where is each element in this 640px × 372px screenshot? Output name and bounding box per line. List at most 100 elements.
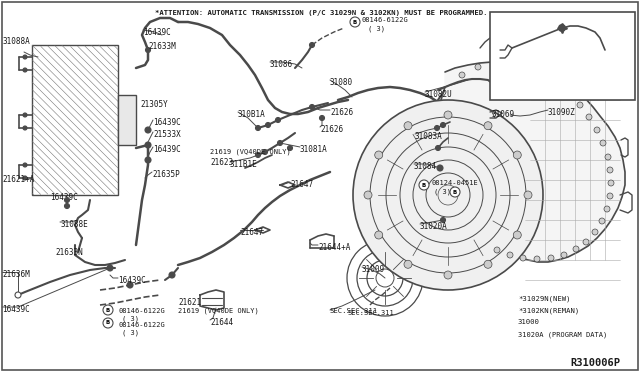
Text: 21635P: 21635P <box>152 170 180 179</box>
Text: 16439C: 16439C <box>50 193 77 202</box>
Circle shape <box>566 91 572 97</box>
Circle shape <box>310 42 314 48</box>
Text: 311B1E: 311B1E <box>230 160 258 169</box>
Text: ( 3): ( 3) <box>122 330 139 337</box>
Circle shape <box>459 72 465 78</box>
Text: 31086: 31086 <box>270 60 293 69</box>
Text: 31082U: 31082U <box>425 90 452 99</box>
Text: 21644+A: 21644+A <box>318 243 350 252</box>
Circle shape <box>376 269 394 287</box>
Circle shape <box>513 151 522 159</box>
Text: 310B1A: 310B1A <box>238 110 266 119</box>
Circle shape <box>353 100 543 290</box>
Circle shape <box>561 252 567 258</box>
Circle shape <box>484 260 492 268</box>
Circle shape <box>435 145 440 151</box>
Circle shape <box>548 255 554 261</box>
Circle shape <box>357 250 413 306</box>
Text: 16439C: 16439C <box>153 145 180 154</box>
Circle shape <box>608 180 614 186</box>
Text: B: B <box>422 183 426 187</box>
Circle shape <box>513 231 522 239</box>
Circle shape <box>435 125 440 131</box>
Circle shape <box>450 187 460 197</box>
Circle shape <box>374 231 383 239</box>
Circle shape <box>525 67 531 73</box>
Text: 31082E: 31082E <box>500 65 528 74</box>
Circle shape <box>577 102 583 108</box>
Polygon shape <box>430 62 625 262</box>
Circle shape <box>586 114 592 120</box>
Circle shape <box>599 218 605 224</box>
Circle shape <box>266 122 271 128</box>
Circle shape <box>23 163 27 167</box>
Text: 21619 (VQ40DE ONLY): 21619 (VQ40DE ONLY) <box>178 308 259 314</box>
Circle shape <box>169 272 175 278</box>
Circle shape <box>364 191 372 199</box>
Circle shape <box>262 150 268 154</box>
Text: B: B <box>106 308 110 312</box>
Circle shape <box>600 140 606 146</box>
Text: 08146-6122G: 08146-6122G <box>362 17 409 23</box>
Text: 31020A: 31020A <box>420 222 448 231</box>
Text: 31090Z: 31090Z <box>548 108 576 117</box>
Text: 08146-6122G: 08146-6122G <box>118 322 164 328</box>
Text: 31069: 31069 <box>492 110 515 119</box>
Circle shape <box>145 142 151 148</box>
Text: 16439C: 16439C <box>153 118 180 127</box>
Circle shape <box>127 282 133 288</box>
Circle shape <box>23 113 27 117</box>
Circle shape <box>23 55 27 59</box>
Text: 31020A (PROGRAM DATA): 31020A (PROGRAM DATA) <box>518 331 607 337</box>
Circle shape <box>278 141 282 145</box>
Text: 21644: 21644 <box>210 318 233 327</box>
Circle shape <box>494 247 500 253</box>
Text: R310006P: R310006P <box>570 358 620 368</box>
Circle shape <box>404 260 412 268</box>
Circle shape <box>103 305 113 315</box>
Text: B: B <box>106 321 110 326</box>
Text: ( 3): ( 3) <box>434 188 451 195</box>
Text: 16439C: 16439C <box>2 305 29 314</box>
Text: 16439C: 16439C <box>118 276 146 285</box>
Circle shape <box>23 68 27 72</box>
Circle shape <box>367 260 403 296</box>
Text: ( 3): ( 3) <box>122 316 139 323</box>
Circle shape <box>65 198 70 202</box>
Circle shape <box>573 246 579 252</box>
Circle shape <box>583 239 589 245</box>
Text: 08124-0451E: 08124-0451E <box>432 180 479 186</box>
Text: B: B <box>453 189 457 195</box>
Circle shape <box>444 271 452 279</box>
Circle shape <box>559 25 566 32</box>
Circle shape <box>145 48 150 52</box>
Text: 21626: 21626 <box>320 125 343 134</box>
Bar <box>490 12 635 100</box>
Text: 21626: 21626 <box>330 108 353 117</box>
Circle shape <box>145 127 151 133</box>
Circle shape <box>437 165 443 171</box>
Circle shape <box>145 157 151 163</box>
Circle shape <box>255 153 260 157</box>
Text: ( 3): ( 3) <box>368 25 385 32</box>
Text: 21633N: 21633N <box>55 248 83 257</box>
Circle shape <box>103 318 113 328</box>
Text: 21647: 21647 <box>290 180 313 189</box>
Circle shape <box>607 167 613 173</box>
Circle shape <box>509 63 515 69</box>
Text: SEC.SEC.311: SEC.SEC.311 <box>330 308 378 314</box>
Circle shape <box>440 218 445 222</box>
Text: 31088A: 31088A <box>2 37 29 46</box>
Text: 21623: 21623 <box>210 158 233 167</box>
Circle shape <box>592 229 598 235</box>
Circle shape <box>319 115 324 121</box>
Circle shape <box>255 125 260 131</box>
Text: 21621+A: 21621+A <box>2 175 35 184</box>
Text: *ATTENTION: AUTOMATIC TRANSMISSION (P/C 31029N & 3102KN) MUST BE PROGRAMMED.: *ATTENTION: AUTOMATIC TRANSMISSION (P/C … <box>155 10 488 16</box>
Text: 31080: 31080 <box>330 78 353 87</box>
Circle shape <box>507 252 513 258</box>
Text: 08146-6122G: 08146-6122G <box>118 308 164 314</box>
Text: 21533X: 21533X <box>153 130 180 139</box>
Circle shape <box>540 73 546 79</box>
Bar <box>32 45 118 195</box>
